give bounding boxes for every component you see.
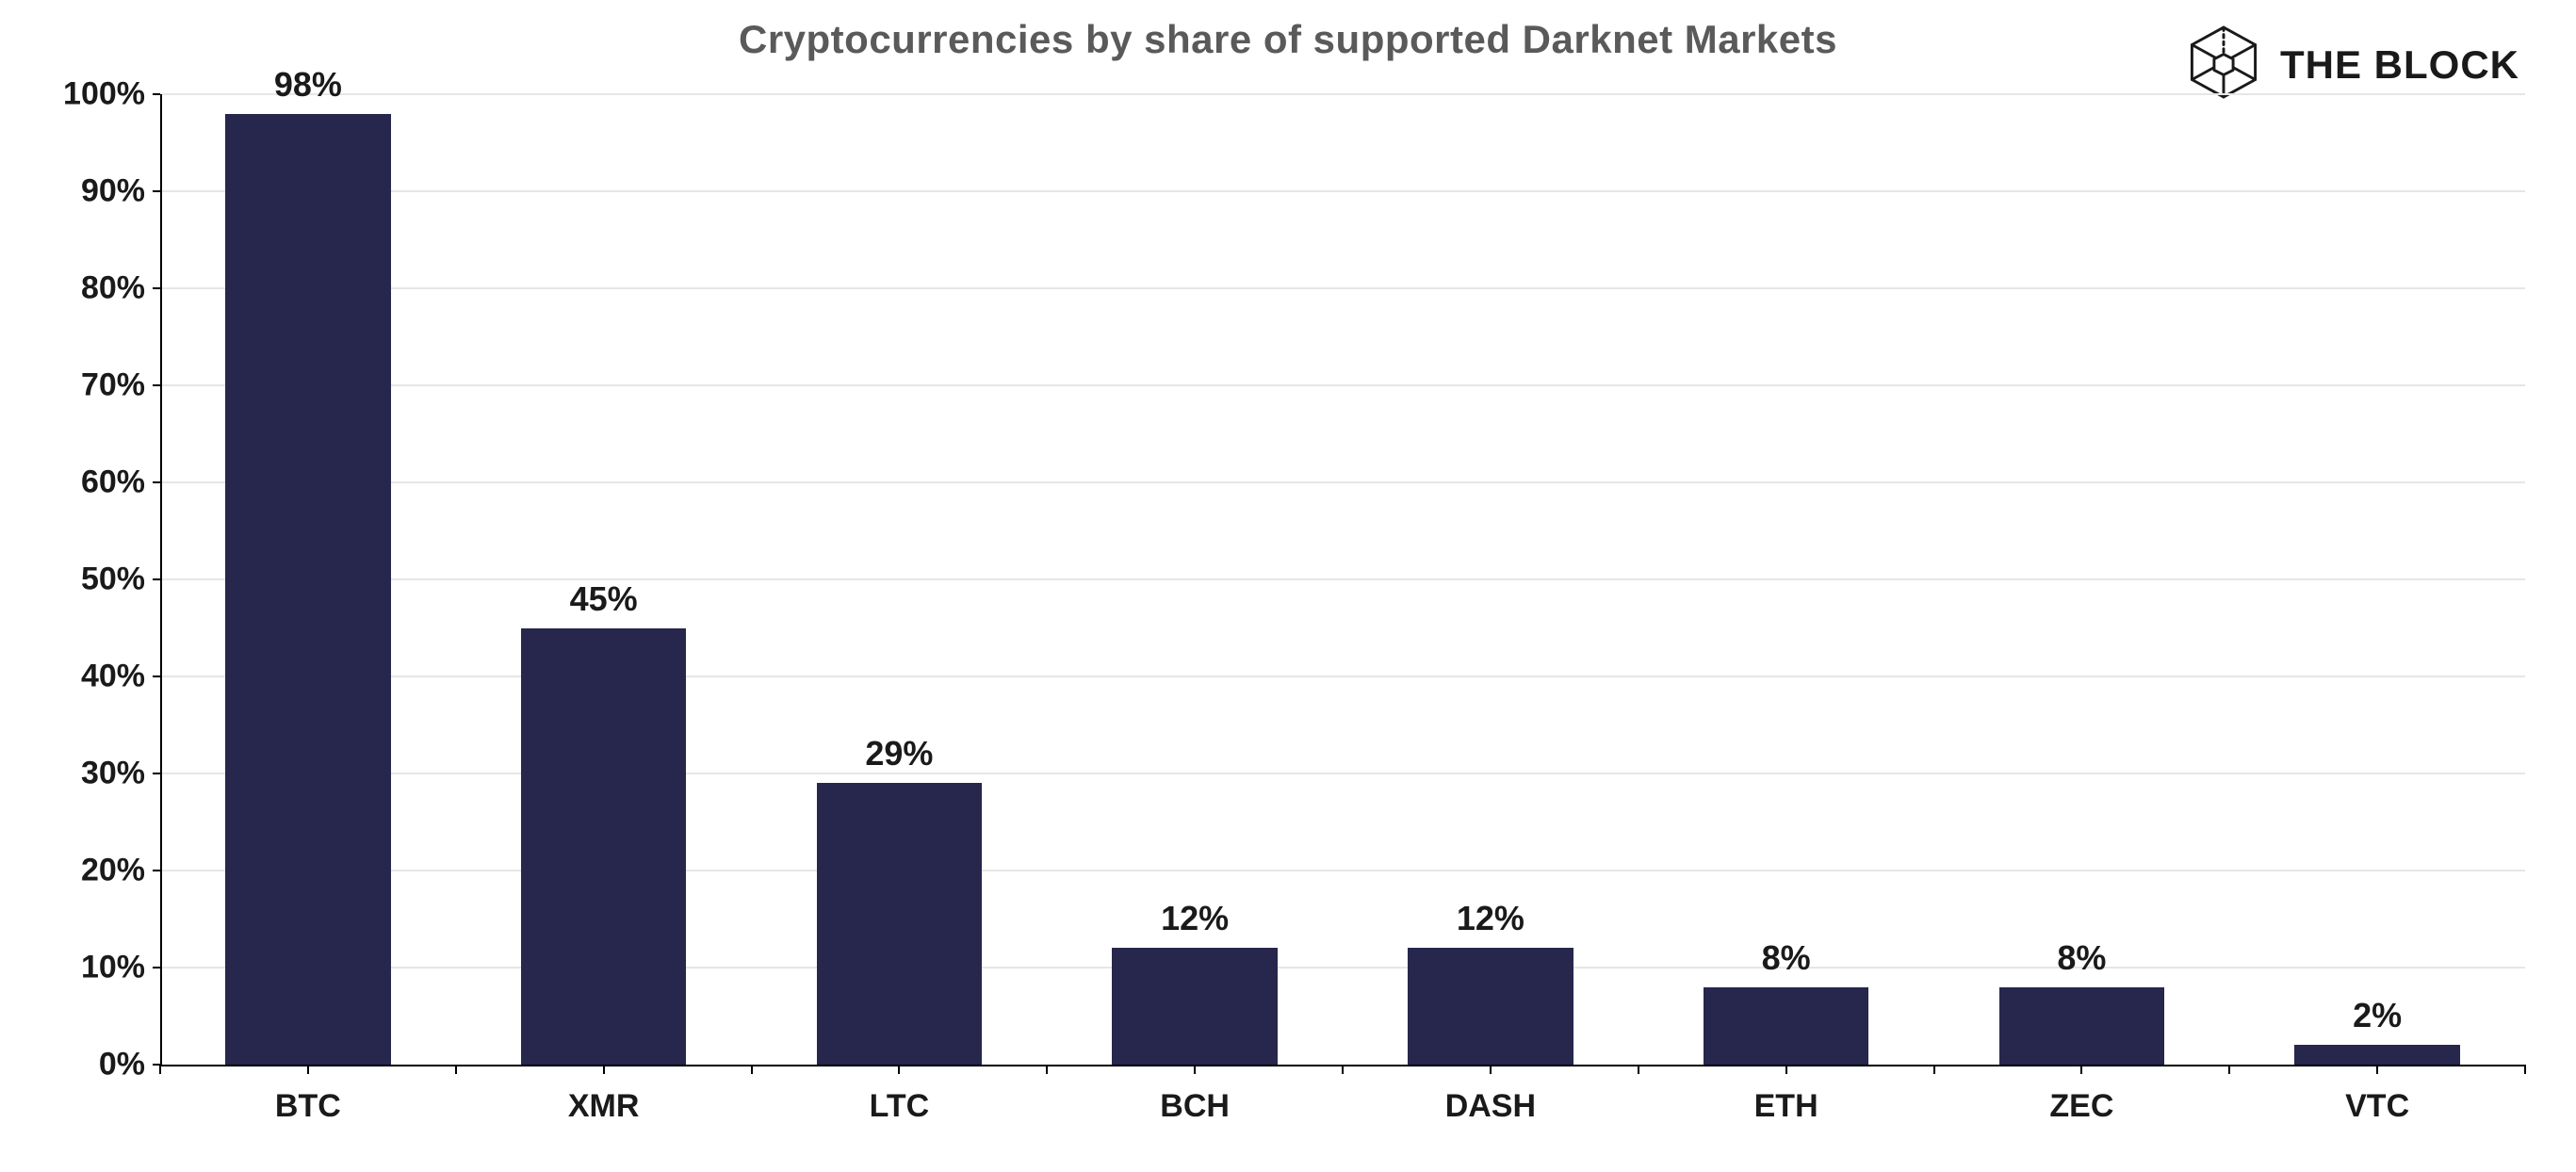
y-tick-mark <box>153 967 160 969</box>
y-tick-label: 30% <box>32 756 145 792</box>
bar-value-label: 98% <box>274 65 342 105</box>
x-tick-mark <box>2376 1065 2378 1074</box>
y-tick-mark <box>153 384 160 386</box>
bar <box>1999 987 2165 1065</box>
bar <box>1704 987 1869 1065</box>
bar-value-label: 8% <box>1762 938 1811 978</box>
y-tick-label: 20% <box>32 853 145 889</box>
y-tick-mark <box>153 773 160 774</box>
x-tick-mark <box>603 1065 605 1074</box>
x-tick-mark <box>159 1065 161 1074</box>
y-tick-mark <box>153 676 160 677</box>
bar <box>1112 948 1278 1065</box>
x-tick-label: BCH <box>1160 1088 1230 1125</box>
bar-value-label: 8% <box>2057 938 2106 978</box>
y-tick-label: 70% <box>32 367 145 404</box>
bar-value-label: 12% <box>1457 899 1524 938</box>
x-tick-mark <box>1933 1065 1935 1074</box>
x-tick-label: DASH <box>1445 1088 1536 1125</box>
bar-value-label: 29% <box>865 734 933 773</box>
bar <box>1408 948 1573 1065</box>
y-tick-label: 40% <box>32 659 145 695</box>
x-tick-mark <box>1046 1065 1048 1074</box>
x-tick-label: ETH <box>1754 1088 1818 1125</box>
y-tick-label: 90% <box>32 173 145 210</box>
x-tick-mark <box>898 1065 900 1074</box>
bar-value-label: 45% <box>570 579 638 619</box>
y-tick-label: 10% <box>32 950 145 986</box>
bars-group <box>160 94 2525 1065</box>
brand-name: THE BLOCK <box>2280 42 2519 88</box>
bar-value-label: 12% <box>1161 899 1229 938</box>
x-tick-mark <box>751 1065 753 1074</box>
x-tick-mark <box>2080 1065 2082 1074</box>
x-tick-mark <box>1638 1065 1639 1074</box>
y-tick-mark <box>153 190 160 192</box>
plot-area <box>160 94 2525 1065</box>
y-tick-mark <box>153 481 160 483</box>
y-axis-line <box>160 94 162 1065</box>
x-tick-mark <box>1490 1065 1492 1074</box>
y-tick-label: 80% <box>32 270 145 307</box>
y-tick-label: 0% <box>32 1047 145 1083</box>
chart-container: Cryptocurrencies by share of supported D… <box>0 0 2576 1172</box>
x-tick-mark <box>2524 1065 2526 1074</box>
y-tick-label: 60% <box>32 464 145 501</box>
y-tick-mark <box>153 578 160 580</box>
bar-value-label: 2% <box>2353 996 2402 1035</box>
x-tick-mark <box>455 1065 457 1074</box>
x-tick-label: VTC <box>2345 1088 2409 1125</box>
bar <box>817 783 983 1065</box>
bar <box>521 628 687 1066</box>
x-tick-label: BTC <box>275 1088 341 1125</box>
x-tick-mark <box>1342 1065 1344 1074</box>
y-tick-label: 100% <box>32 76 145 113</box>
y-tick-label: 50% <box>32 562 145 598</box>
bar <box>225 114 391 1065</box>
bar <box>2294 1045 2460 1065</box>
x-tick-mark <box>307 1065 309 1074</box>
y-tick-mark <box>153 287 160 289</box>
x-tick-label: LTC <box>870 1088 930 1125</box>
x-tick-mark <box>2228 1065 2230 1074</box>
x-tick-label: ZEC <box>2049 1088 2113 1125</box>
x-tick-mark <box>1785 1065 1787 1074</box>
x-tick-label: XMR <box>568 1088 640 1125</box>
x-tick-mark <box>1194 1065 1196 1074</box>
y-tick-mark <box>153 93 160 95</box>
y-tick-mark <box>153 870 160 871</box>
